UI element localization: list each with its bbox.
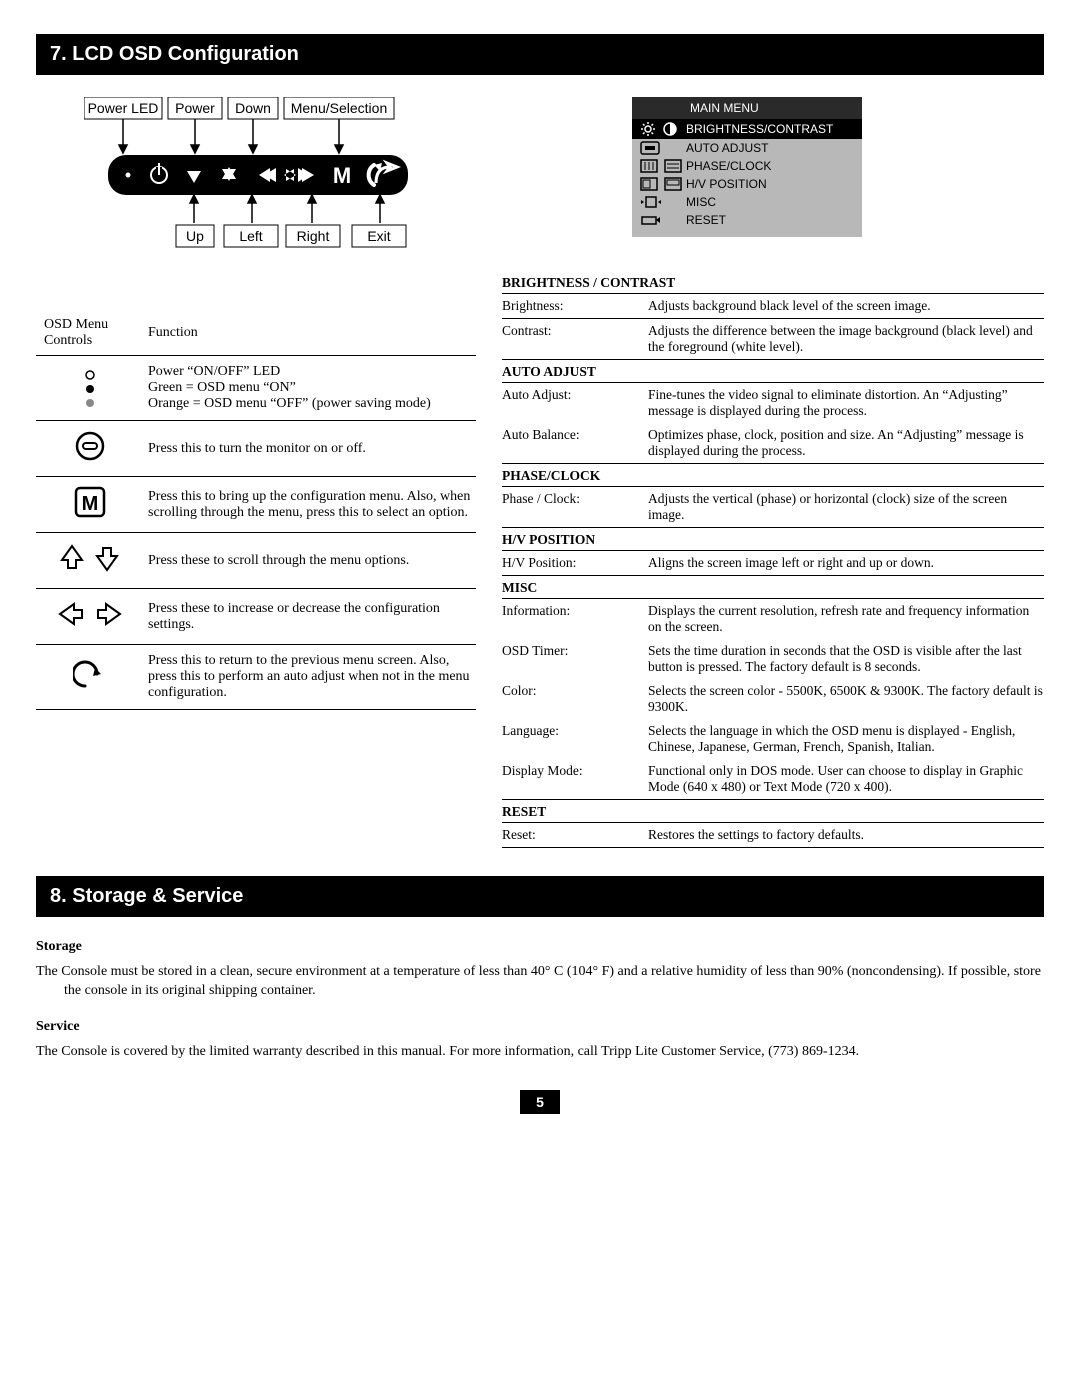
desc-row: Information:Displays the current resolut… bbox=[502, 599, 1044, 639]
controls-row-0: Power “ON/OFF” LED Green = OSD menu “ON”… bbox=[144, 356, 476, 421]
controls-table-h2: Function bbox=[144, 309, 476, 356]
storage-paragraph: The Console must be stored in a clean, s… bbox=[36, 963, 1044, 1001]
desc-label: Contrast: bbox=[502, 323, 648, 355]
desc-row: Language:Selects the language in which t… bbox=[502, 719, 1044, 759]
power-icon bbox=[73, 429, 107, 463]
control-panel-diagram: Power LED Power Down Menu/Selection bbox=[84, 97, 476, 277]
osd-row-brightness: BRIGHTNESS/CONTRAST bbox=[632, 119, 862, 139]
controls-row-1: Press this to turn the monitor on or off… bbox=[144, 421, 476, 477]
desc-label: Brightness: bbox=[502, 298, 648, 314]
desc-section-title: MISC bbox=[502, 576, 1044, 599]
menu-m-icon: M bbox=[73, 485, 107, 519]
desc-text: Selects the screen color - 5500K, 6500K … bbox=[648, 683, 1044, 715]
controls-row-3: Press these to scroll through the menu o… bbox=[144, 533, 476, 589]
led-dots-icon bbox=[85, 370, 95, 408]
diagram-label-exit: Exit bbox=[367, 228, 390, 244]
exit-icon bbox=[73, 658, 107, 692]
desc-text: Sets the time duration in seconds that t… bbox=[648, 643, 1044, 675]
svg-text:M: M bbox=[333, 163, 351, 188]
controls-table-h1: OSD Menu Controls bbox=[36, 309, 144, 356]
section-7-title: 7. LCD OSD Configuration bbox=[36, 34, 1044, 75]
desc-row: Contrast:Adjusts the difference between … bbox=[502, 319, 1044, 360]
desc-label: Auto Balance: bbox=[502, 427, 648, 459]
storage-heading: Storage bbox=[36, 939, 1044, 955]
diagram-label-right: Right bbox=[297, 228, 330, 244]
controls-row-4: Press these to increase or decrease the … bbox=[144, 589, 476, 645]
desc-label: Information: bbox=[502, 603, 648, 635]
osd-row-phaseclock: PHASE/CLOCK bbox=[632, 157, 862, 175]
controls-row-5: Press this to return to the previous men… bbox=[144, 645, 476, 710]
desc-label: Phase / Clock: bbox=[502, 491, 648, 523]
page-number: 5 bbox=[520, 1090, 560, 1114]
desc-row: Display Mode:Functional only in DOS mode… bbox=[502, 759, 1044, 800]
desc-text: Adjusts background black level of the sc… bbox=[648, 298, 1044, 314]
desc-text: Adjusts the difference between the image… bbox=[648, 323, 1044, 355]
controls-table: OSD Menu Controls Function Power “ON/OFF… bbox=[36, 309, 476, 710]
osd-row-autoadjust: AUTO ADJUST bbox=[632, 139, 862, 157]
desc-row: Auto Balance:Optimizes phase, clock, pos… bbox=[502, 423, 1044, 464]
desc-label: Color: bbox=[502, 683, 648, 715]
desc-row: Phase / Clock:Adjusts the vertical (phas… bbox=[502, 487, 1044, 528]
desc-row: Color:Selects the screen color - 5500K, … bbox=[502, 679, 1044, 719]
osd-row-hvposition: H/V POSITION bbox=[632, 175, 862, 193]
desc-section-title: PHASE/CLOCK bbox=[502, 464, 1044, 487]
desc-label: H/V Position: bbox=[502, 555, 648, 571]
desc-text: Fine-tunes the video signal to eliminate… bbox=[648, 387, 1044, 419]
desc-row: Auto Adjust:Fine-tunes the video signal … bbox=[502, 383, 1044, 423]
osd-menu-title: MAIN MENU bbox=[632, 97, 862, 119]
service-heading: Service bbox=[36, 1019, 1044, 1035]
desc-row: H/V Position:Aligns the screen image lef… bbox=[502, 551, 1044, 576]
osd-menu: MAIN MENU BRIGHTNESS/CONTRAST AUTO ADJUS… bbox=[632, 97, 862, 237]
diagram-label-menu: Menu/Selection bbox=[291, 100, 388, 116]
svg-text:M: M bbox=[82, 493, 99, 515]
desc-label: Reset: bbox=[502, 827, 648, 843]
desc-section-title: AUTO ADJUST bbox=[502, 360, 1044, 383]
desc-label: OSD Timer: bbox=[502, 643, 648, 675]
desc-row: Reset:Restores the settings to factory d… bbox=[502, 823, 1044, 848]
osd-row-misc: MISC bbox=[632, 193, 862, 211]
desc-text: Restores the settings to factory default… bbox=[648, 827, 1044, 843]
desc-row: OSD Timer:Sets the time duration in seco… bbox=[502, 639, 1044, 679]
service-paragraph: The Console is covered by the limited wa… bbox=[36, 1043, 1044, 1062]
desc-label: Language: bbox=[502, 723, 648, 755]
diagram-label-down: Down bbox=[235, 100, 271, 116]
desc-section-title: RESET bbox=[502, 800, 1044, 823]
section-8-title: 8. Storage & Service bbox=[36, 876, 1044, 917]
desc-row: Brightness:Adjusts background black leve… bbox=[502, 294, 1044, 319]
diagram-label-left: Left bbox=[239, 228, 262, 244]
desc-label: Display Mode: bbox=[502, 763, 648, 795]
up-down-icon bbox=[55, 541, 125, 575]
left-right-icon bbox=[55, 597, 125, 631]
desc-text: Displays the current resolution, refresh… bbox=[648, 603, 1044, 635]
desc-label: Auto Adjust: bbox=[502, 387, 648, 419]
desc-text: Selects the language in which the OSD me… bbox=[648, 723, 1044, 755]
desc-section-title: H/V POSITION bbox=[502, 528, 1044, 551]
diagram-label-power-led: Power LED bbox=[88, 100, 159, 116]
desc-text: Functional only in DOS mode. User can ch… bbox=[648, 763, 1044, 795]
osd-descriptions: BRIGHTNESS / CONTRASTBrightness:Adjusts … bbox=[502, 271, 1044, 848]
desc-text: Adjusts the vertical (phase) or horizont… bbox=[648, 491, 1044, 523]
desc-section-title: BRIGHTNESS / CONTRAST bbox=[502, 271, 1044, 294]
diagram-label-up: Up bbox=[186, 228, 204, 244]
desc-text: Optimizes phase, clock, position and siz… bbox=[648, 427, 1044, 459]
desc-text: Aligns the screen image left or right an… bbox=[648, 555, 1044, 571]
diagram-label-power: Power bbox=[175, 100, 215, 116]
osd-row-reset: RESET bbox=[632, 211, 862, 229]
controls-row-2: Press this to bring up the configuration… bbox=[144, 477, 476, 533]
